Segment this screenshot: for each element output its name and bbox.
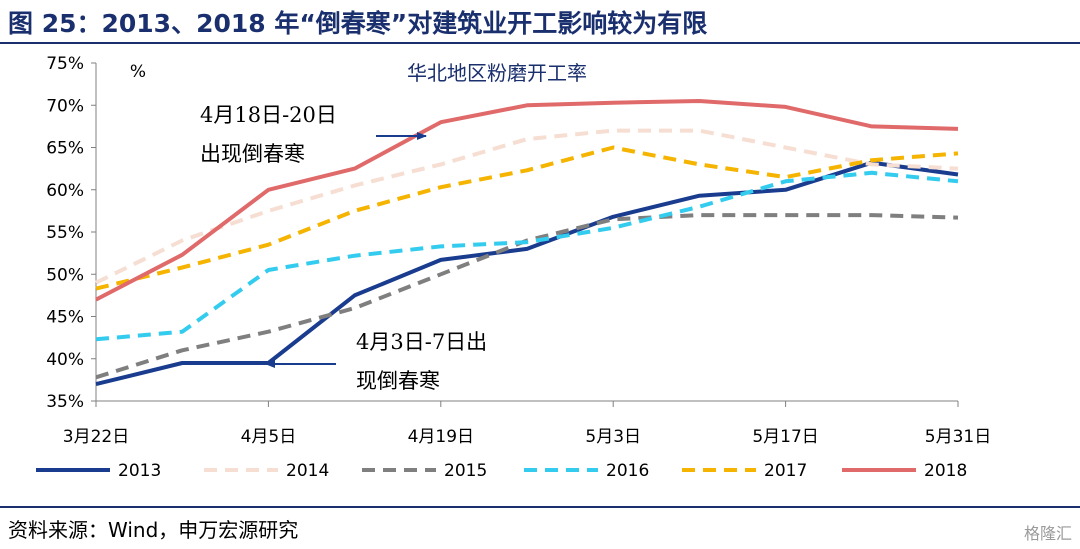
- y-tick-label: 40%: [46, 350, 84, 370]
- legend-label-2013: 2013: [118, 461, 161, 481]
- x-tick-label: 4月19日: [408, 427, 474, 447]
- y-tick-label: 35%: [46, 392, 84, 412]
- source-note: 资料来源：Wind，申万宏源研究: [8, 518, 299, 542]
- watermark-logo: 格隆汇: [1023, 524, 1072, 543]
- series-line-2016: [95, 170, 959, 342]
- y-tick-label: 55%: [46, 223, 84, 243]
- x-tick-label: 5月3日: [585, 427, 641, 447]
- legend-label-2016: 2016: [606, 461, 649, 481]
- y-axis-unit: %: [130, 62, 146, 82]
- y-tick-label: 65%: [46, 139, 84, 159]
- series-line-2017: [95, 145, 959, 291]
- annotation-2018-line2: 出现倒春寒: [200, 142, 305, 166]
- title-rule: [0, 42, 1080, 44]
- x-tick-label: 4月5日: [241, 427, 297, 447]
- legend-label-2017: 2017: [764, 461, 807, 481]
- series-line-2018: [95, 99, 959, 302]
- series-line-2015: [95, 213, 959, 380]
- legend-label-2018: 2018: [924, 461, 967, 481]
- x-tick-label: 5月17日: [752, 427, 818, 447]
- legend-label-2015: 2015: [444, 461, 487, 481]
- annotation-2018-line1: 4月18日-20日: [200, 103, 337, 127]
- annotation-2013-line1: 4月3日-7日出: [356, 330, 487, 354]
- series-line-2014: [95, 128, 959, 285]
- chart-title: 华北地区粉磨开工率: [407, 61, 587, 85]
- y-tick-label: 75%: [46, 54, 84, 74]
- legend-label-2014: 2014: [286, 461, 329, 481]
- x-tick-label: 3月22日: [63, 427, 129, 447]
- y-tick-label: 60%: [46, 181, 84, 201]
- source-rule: [0, 506, 1080, 508]
- figure-title: 图 25：2013、2018 年“倒春寒”对建筑业开工影响较为有限: [8, 9, 708, 38]
- y-tick-label: 45%: [46, 308, 84, 328]
- line-chart: 35% 40% 45% 50% 55% 60% 65% 70% 75% 3月22日 4月5日 4月19…: [36, 54, 991, 481]
- annotation-2013-line2: 现倒春寒: [356, 369, 440, 393]
- series-line-2013: [95, 160, 959, 387]
- y-tick-label: 50%: [46, 265, 84, 285]
- y-tick-label: 70%: [46, 96, 84, 116]
- x-tick-label: 5月31日: [925, 427, 991, 447]
